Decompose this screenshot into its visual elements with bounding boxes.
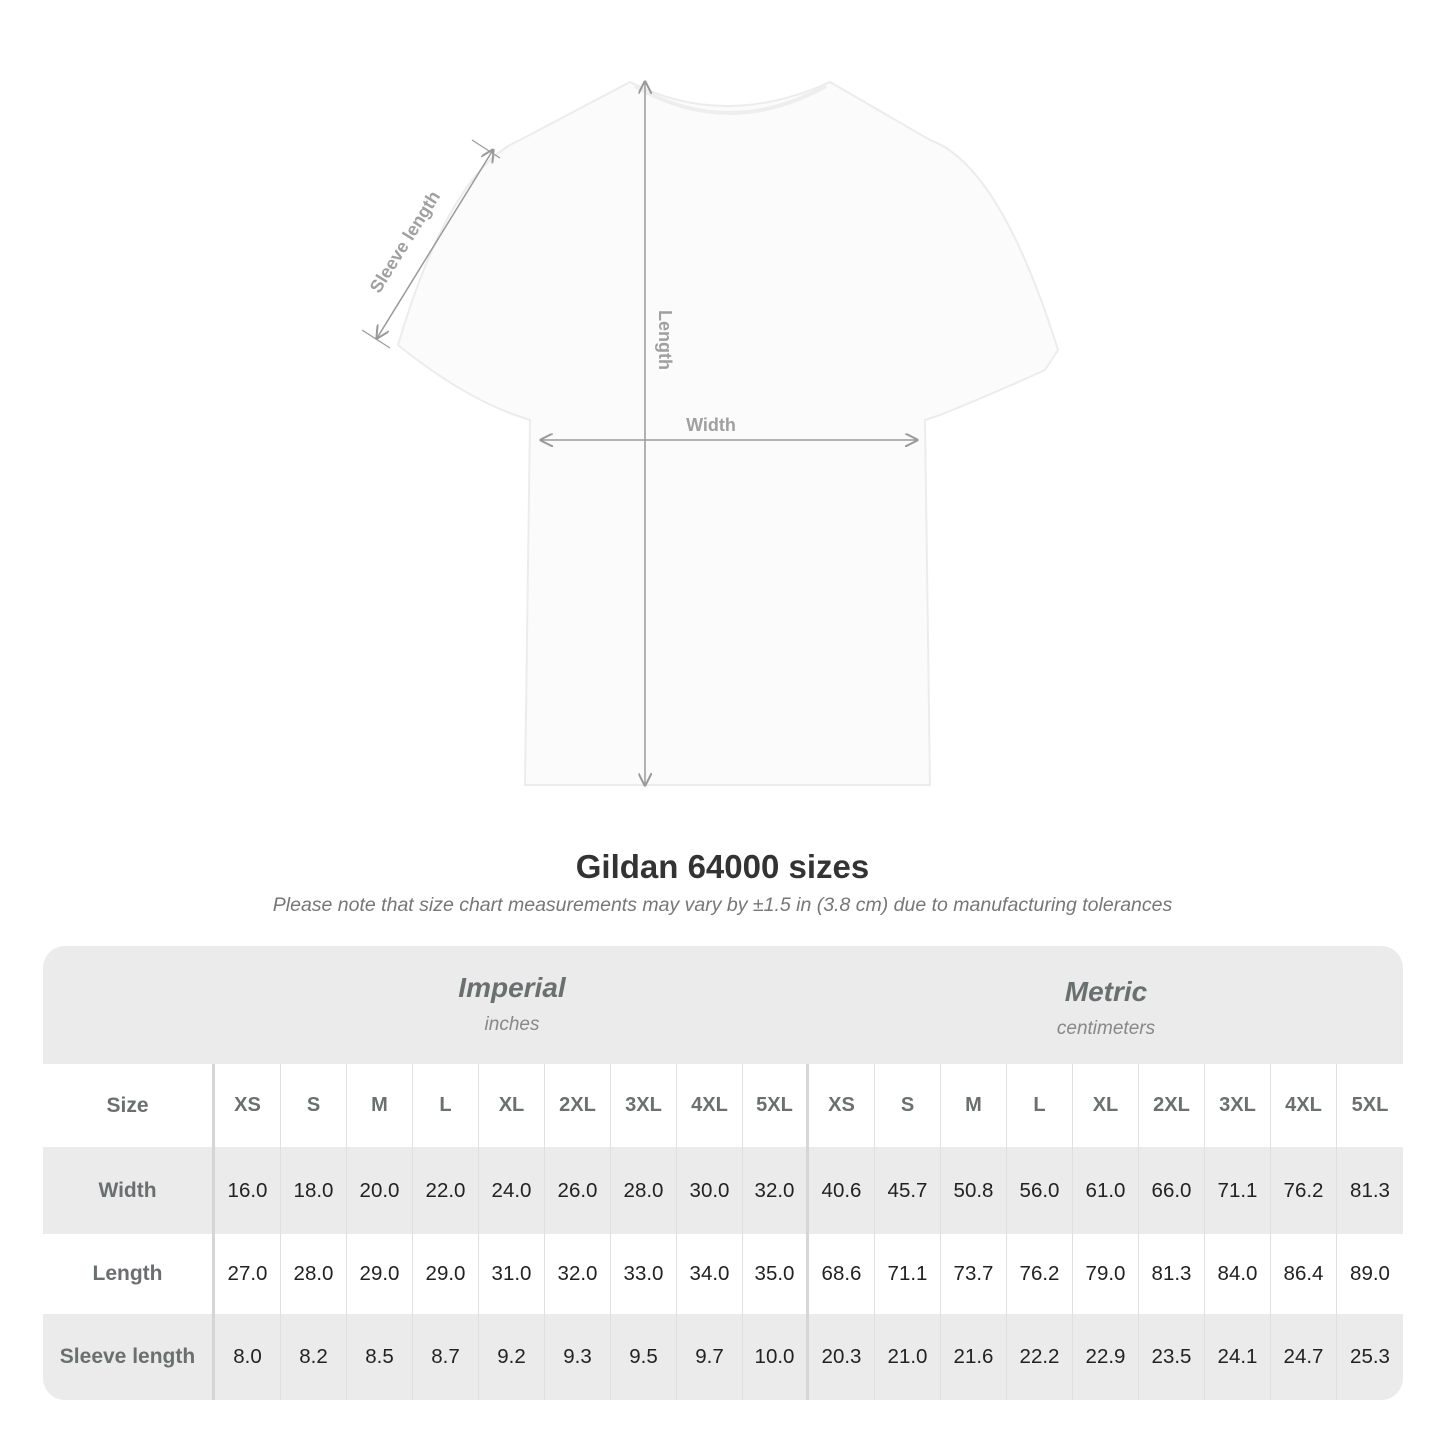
size-header-cell: XS	[215, 1064, 281, 1147]
table-cell: 61.0	[1073, 1147, 1139, 1234]
table-cell: 84.0	[1205, 1234, 1271, 1314]
page-title: Gildan 64000 sizes	[575, 848, 870, 885]
table-cell: 9.7	[677, 1314, 743, 1400]
size-header-cell: 4XL	[1271, 1064, 1337, 1147]
table-cell: 21.0	[875, 1314, 941, 1400]
size-header-cell: 3XL	[611, 1064, 677, 1147]
table-cell: 18.0	[281, 1147, 347, 1234]
table-cell: 32.0	[545, 1234, 611, 1314]
table-cell: 8.2	[281, 1314, 347, 1400]
table-cell: 66.0	[1139, 1147, 1205, 1234]
imperial-title: Imperial	[458, 972, 566, 1003]
table-cell: 29.0	[413, 1234, 479, 1314]
length-label: Length	[655, 310, 675, 370]
table-cell: 9.2	[479, 1314, 545, 1400]
sleeve-arrow	[377, 150, 493, 338]
table-row: Length 27.0 28.0 29.0 29.0 31.0 32.0 33.0 34.0 35…	[43, 1234, 1403, 1314]
row-label: Size	[43, 1064, 215, 1147]
table-cell: 8.0	[215, 1314, 281, 1400]
table-cell: 71.1	[875, 1234, 941, 1314]
table-cell: 28.0	[611, 1147, 677, 1234]
table-cell: 45.7	[875, 1147, 941, 1234]
table-cell: 10.0	[743, 1314, 809, 1400]
metric-title: Metric	[1064, 976, 1148, 1007]
table-cell: 33.0	[611, 1234, 677, 1314]
size-header-cell: XS	[809, 1064, 875, 1147]
tolerance-note: Please note that size chart measurements…	[272, 894, 1173, 916]
table-cell: 35.0	[743, 1234, 809, 1314]
table-cell: 16.0	[215, 1147, 281, 1234]
size-header-cell: M	[347, 1064, 413, 1147]
table-cell: 8.5	[347, 1314, 413, 1400]
table-cell: 86.4	[1271, 1234, 1337, 1314]
size-header-cell: M	[941, 1064, 1007, 1147]
imperial-header: Imperial inches	[215, 946, 809, 1064]
table-cell: 56.0	[1007, 1147, 1073, 1234]
table-cell: 20.0	[347, 1147, 413, 1234]
table-cell: 24.0	[479, 1147, 545, 1234]
size-header-cell: S	[875, 1064, 941, 1147]
size-header-cell: XL	[479, 1064, 545, 1147]
table-row: Sleeve length 8.0 8.2 8.5 8.7 9.2 9.3 9.5 9.7 10.…	[43, 1314, 1403, 1400]
table-cell: 81.3	[1139, 1234, 1205, 1314]
size-header-cell: S	[281, 1064, 347, 1147]
table-cell: 76.2	[1271, 1147, 1337, 1234]
table-cell: 40.6	[809, 1147, 875, 1234]
table-cell: 20.3	[809, 1314, 875, 1400]
table-cell: 9.3	[545, 1314, 611, 1400]
table-cell: 22.0	[413, 1147, 479, 1234]
table-cell: 89.0	[1350, 1262, 1390, 1285]
table-cell: 24.7	[1271, 1314, 1337, 1400]
row-label: Length	[43, 1234, 215, 1314]
row-label: Width	[43, 1147, 215, 1234]
table-cell: 71.1	[1205, 1147, 1271, 1234]
table-cell: 34.0	[677, 1234, 743, 1314]
table-cell: 25.3	[1350, 1345, 1390, 1368]
size-header-cell: XL	[1073, 1064, 1139, 1147]
table-cell: 73.7	[941, 1234, 1007, 1314]
table-cell: 31.0	[479, 1234, 545, 1314]
size-header-row: Size XS S M L XL 2XL 3XL 4XL 5XL XS S M L XL 2XL 3XL 4XL 5…	[43, 1064, 1403, 1147]
size-header-cell: 3XL	[1205, 1064, 1271, 1147]
size-header-cell: L	[413, 1064, 479, 1147]
table-cell: 81.3	[1350, 1178, 1390, 1202]
imperial-unit: inches	[484, 1014, 540, 1035]
width-label: Width	[686, 415, 736, 435]
table-cell: 68.6	[809, 1234, 875, 1314]
size-header-cell: 2XL	[545, 1064, 611, 1147]
table-cell: 28.0	[281, 1234, 347, 1314]
table-cell: 21.6	[941, 1314, 1007, 1400]
size-table: Imperial inches Metric centimeters Size X…	[43, 946, 1403, 1400]
table-cell: 76.2	[1007, 1234, 1073, 1314]
table-cell: 27.0	[215, 1234, 281, 1314]
table-cell: 9.5	[611, 1314, 677, 1400]
tshirt-diagram: Sleeve length Length Width	[361, 0, 1060, 820]
size-header-cell: 5XL	[1351, 1094, 1389, 1116]
table-cell: 32.0	[743, 1147, 809, 1234]
table-cell: 30.0	[677, 1147, 743, 1234]
table-row: Width 16.0 18.0 20.0 22.0 24.0 26.0 28.0 30.0 32.…	[43, 1147, 1403, 1234]
table-cell: 22.9	[1073, 1314, 1139, 1400]
table-cell: 8.7	[413, 1314, 479, 1400]
size-header-cell: 2XL	[1139, 1064, 1205, 1147]
table-cell: 22.2	[1007, 1314, 1073, 1400]
table-cell: 26.0	[545, 1147, 611, 1234]
table-cell: 23.5	[1139, 1314, 1205, 1400]
size-header-cell: 5XL	[743, 1064, 809, 1147]
row-label: Sleeve length	[43, 1314, 215, 1400]
table-cell: 24.1	[1205, 1314, 1271, 1400]
size-header-cell: L	[1007, 1064, 1073, 1147]
metric-header: Metric centimeters	[809, 946, 1403, 1064]
table-cell: 29.0	[347, 1234, 413, 1314]
table-cell: 50.8	[941, 1147, 1007, 1234]
table-cell: 79.0	[1073, 1234, 1139, 1314]
metric-unit: centimeters	[1056, 1018, 1156, 1039]
size-header-cell: 4XL	[677, 1064, 743, 1147]
